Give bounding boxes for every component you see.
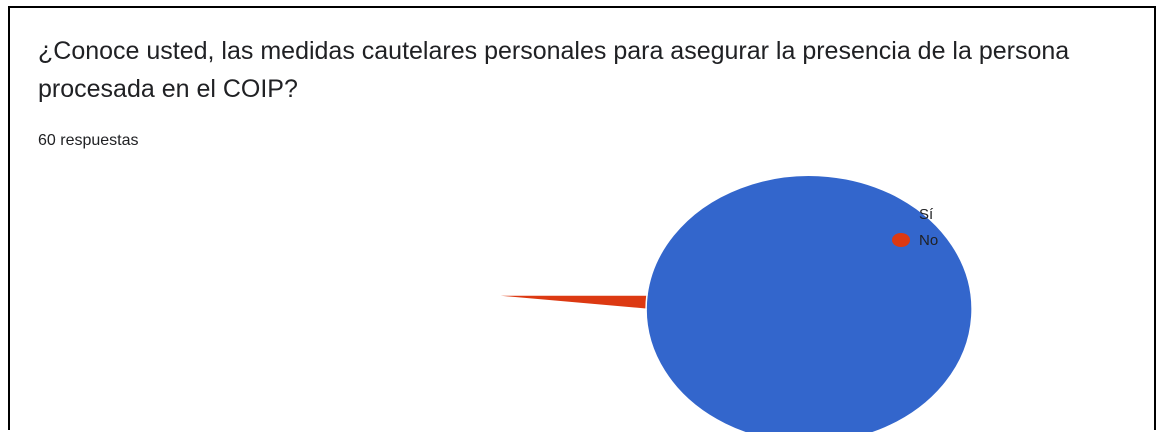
pie-slice-si <box>483 174 973 432</box>
legend-swatch-no <box>892 233 910 247</box>
legend-label-si: Sí <box>919 205 934 223</box>
legend-swatch-si <box>892 207 910 221</box>
legend-item-no: No <box>892 227 938 253</box>
legend-item-si: Sí <box>892 201 938 227</box>
pie-label-si: 98,3% <box>360 292 405 309</box>
pie-chart: 98,3% <box>360 174 973 432</box>
legend-label-no: No <box>919 231 939 249</box>
question-card: ¿Conoce usted, las medidas cautelares pe… <box>8 6 1156 432</box>
response-count: 60 respuestas <box>38 132 139 149</box>
pie-slice-no <box>483 294 648 311</box>
question-title: ¿Conoce usted, las medidas cautelares pe… <box>38 37 1070 103</box>
chart-legend: Sí No <box>892 201 938 253</box>
